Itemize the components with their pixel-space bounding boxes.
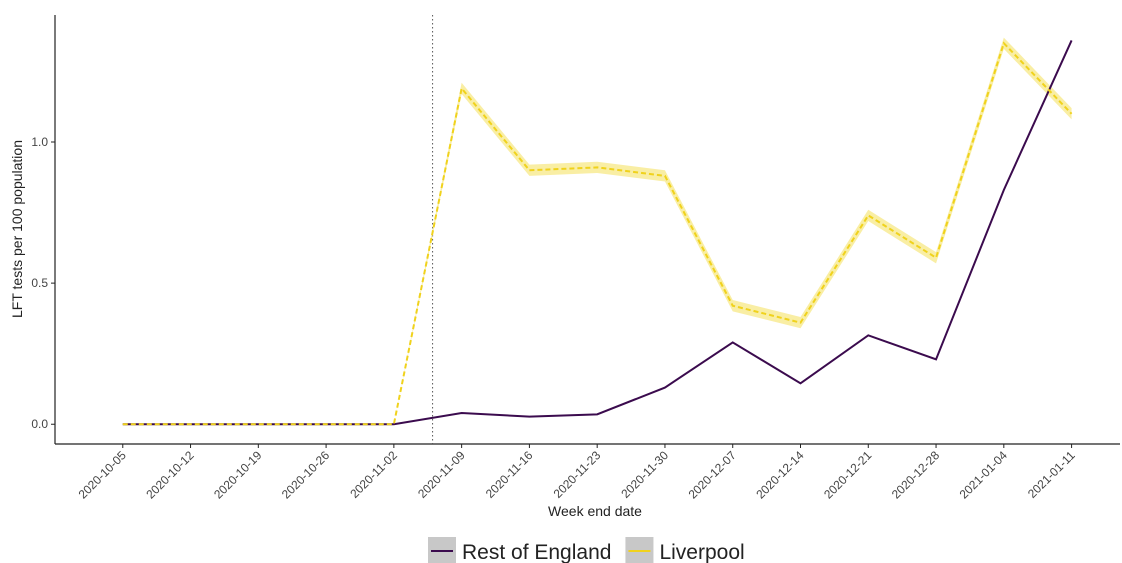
legend-label: Rest of England: [462, 541, 611, 563]
series-line: [122, 39, 1073, 426]
x-tick-label: 2020-10-19: [211, 448, 265, 502]
confidence-band: [122, 37, 1072, 425]
x-tick-label: 2020-10-26: [279, 448, 333, 502]
x-tick-label: 2021-01-11: [1025, 448, 1078, 501]
x-tick-label: 2020-10-12: [143, 448, 197, 502]
y-axis-label: LFT tests per 100 population: [9, 140, 25, 318]
legend-item: Liverpool: [625, 537, 745, 563]
x-tick-label: 2020-12-28: [889, 448, 943, 502]
legend-label: Liverpool: [659, 541, 744, 563]
x-tick-label: 2020-11-23: [551, 448, 604, 501]
x-tick-label: 2020-11-30: [618, 448, 671, 501]
legend-item: Rest of England: [428, 537, 611, 563]
x-tick-label: 2020-12-14: [753, 448, 807, 502]
x-tick-label: 2021-01-04: [957, 448, 1011, 502]
y-tick-label: 1.0: [31, 135, 48, 149]
x-axis-label: Week end date: [548, 503, 642, 519]
x-tick-label: 2020-12-21: [821, 448, 875, 502]
y-tick-label: 0.5: [31, 276, 48, 290]
x-tick-label: 2020-10-05: [76, 448, 130, 502]
series-line: [122, 41, 1073, 426]
x-tick-label: 2020-11-09: [415, 448, 468, 501]
x-tick-label: 2020-11-16: [483, 448, 536, 501]
y-tick-label: 0.0: [31, 417, 48, 431]
x-tick-label: 2020-11-02: [347, 448, 400, 501]
x-tick-label: 2020-12-07: [686, 448, 740, 502]
